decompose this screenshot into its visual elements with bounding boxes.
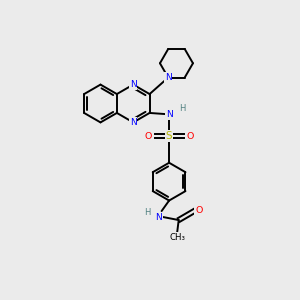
Text: N: N	[130, 118, 136, 127]
Text: N: N	[155, 212, 162, 221]
Text: S: S	[166, 131, 172, 141]
Text: N: N	[130, 80, 136, 89]
Text: O: O	[195, 206, 202, 215]
Text: O: O	[144, 131, 152, 140]
Text: O: O	[186, 131, 194, 140]
Text: CH₃: CH₃	[169, 233, 185, 242]
Text: N: N	[166, 110, 172, 119]
Text: H: H	[144, 208, 150, 217]
Text: N: N	[165, 73, 172, 82]
Text: H: H	[179, 104, 185, 113]
